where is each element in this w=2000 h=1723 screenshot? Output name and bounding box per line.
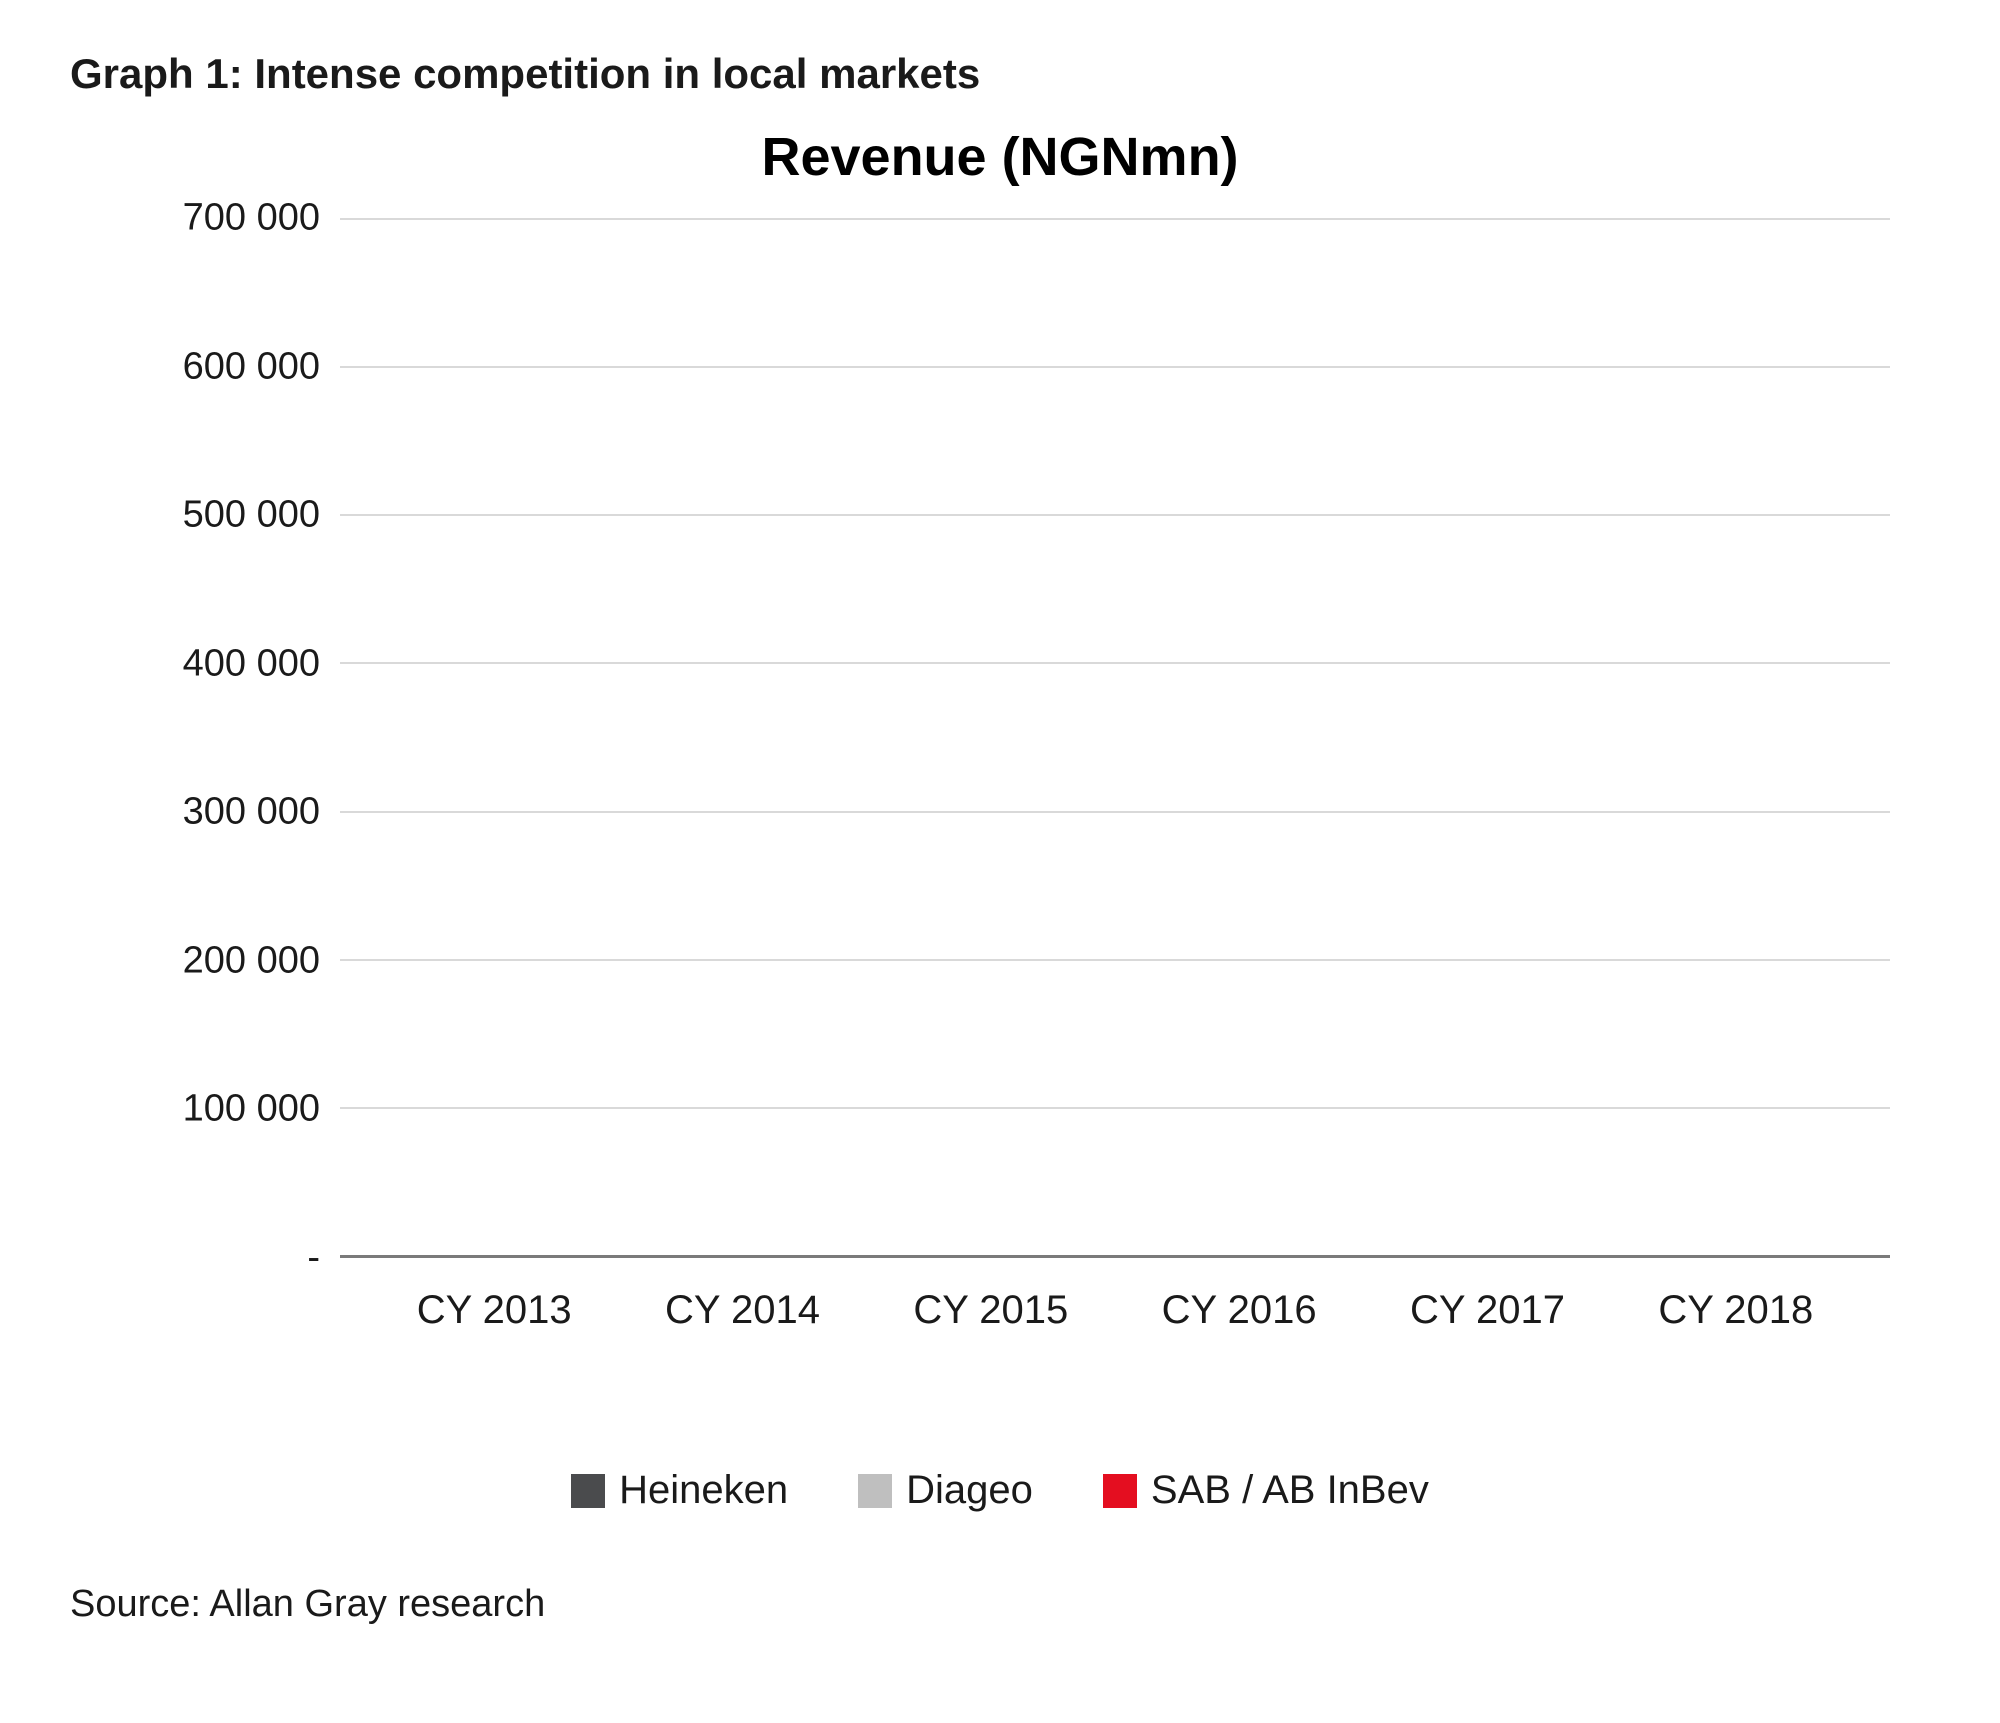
gridline bbox=[340, 1107, 1890, 1109]
y-tick-label: 700 000 bbox=[130, 197, 320, 240]
plot-region bbox=[340, 218, 1890, 1258]
y-tick-label: - bbox=[130, 1237, 320, 1280]
chart-container: Graph 1: Intense competition in local ma… bbox=[0, 0, 2000, 1723]
y-tick-label: 500 000 bbox=[130, 494, 320, 537]
x-tick-label: CY 2015 bbox=[867, 1288, 1115, 1378]
bar-slot bbox=[370, 218, 618, 1255]
y-tick-label: 100 000 bbox=[130, 1088, 320, 1131]
x-tick-label: CY 2017 bbox=[1363, 1288, 1611, 1378]
y-tick-label: 400 000 bbox=[130, 642, 320, 685]
bar-slot bbox=[1363, 218, 1611, 1255]
bars-group bbox=[340, 218, 1890, 1255]
chart-title: Revenue (NGNmn) bbox=[70, 126, 1930, 188]
x-tick-label: CY 2016 bbox=[1115, 1288, 1363, 1378]
source-text: Source: Allan Gray research bbox=[70, 1583, 1930, 1626]
legend-swatch bbox=[571, 1474, 605, 1508]
bar-slot bbox=[1115, 218, 1363, 1255]
gridline bbox=[340, 514, 1890, 516]
legend-item: Diageo bbox=[858, 1468, 1033, 1513]
y-tick-label: 200 000 bbox=[130, 939, 320, 982]
legend-item: Heineken bbox=[571, 1468, 788, 1513]
legend: Heineken Diageo SAB / AB InBev bbox=[70, 1468, 1930, 1513]
chart-area: CY 2013CY 2014CY 2015CY 2016CY 2017CY 20… bbox=[130, 218, 1890, 1378]
y-tick-label: 300 000 bbox=[130, 791, 320, 834]
gridline bbox=[340, 218, 1890, 220]
x-axis-labels: CY 2013CY 2014CY 2015CY 2016CY 2017CY 20… bbox=[340, 1268, 1890, 1378]
gridline bbox=[340, 959, 1890, 961]
x-tick-label: CY 2013 bbox=[370, 1288, 618, 1378]
legend-swatch bbox=[858, 1474, 892, 1508]
legend-swatch bbox=[1103, 1474, 1137, 1508]
graph-caption: Graph 1: Intense competition in local ma… bbox=[70, 50, 1930, 98]
x-tick-label: CY 2014 bbox=[618, 1288, 866, 1378]
y-tick-label: 600 000 bbox=[130, 345, 320, 388]
legend-label: Heineken bbox=[619, 1468, 788, 1513]
bar-slot bbox=[1612, 218, 1860, 1255]
legend-item: SAB / AB InBev bbox=[1103, 1468, 1429, 1513]
legend-label: Diageo bbox=[906, 1468, 1033, 1513]
gridline bbox=[340, 811, 1890, 813]
legend-label: SAB / AB InBev bbox=[1151, 1468, 1429, 1513]
bar-slot bbox=[618, 218, 866, 1255]
gridline bbox=[340, 366, 1890, 368]
x-tick-label: CY 2018 bbox=[1612, 1288, 1860, 1378]
gridline bbox=[340, 662, 1890, 664]
bar-slot bbox=[867, 218, 1115, 1255]
